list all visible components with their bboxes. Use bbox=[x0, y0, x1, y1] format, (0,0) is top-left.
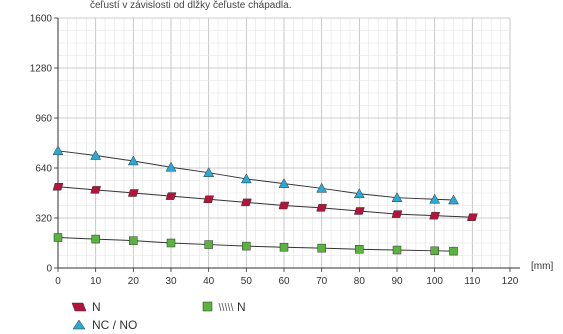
grid bbox=[57, 17, 511, 269]
legend-marker-square bbox=[202, 301, 213, 312]
data-point-square bbox=[449, 246, 458, 256]
data-point-square bbox=[392, 245, 402, 255]
legend-marker-parallelogram bbox=[71, 302, 87, 312]
legend-label-nc-no: NC / NO bbox=[92, 318, 137, 332]
legend-item-n-red: N bbox=[71, 300, 101, 314]
y-tick-label: 1280 bbox=[30, 64, 53, 75]
x-tick-label: 80 bbox=[354, 276, 366, 287]
x-tick-label: 90 bbox=[391, 276, 403, 287]
x-tick-label: 20 bbox=[128, 276, 140, 287]
x-tick-label: 70 bbox=[316, 276, 328, 287]
x-tick-label: 110 bbox=[464, 276, 480, 287]
series-line bbox=[57, 150, 454, 201]
x-tick-label: 10 bbox=[90, 276, 102, 287]
legend-label-n-green: N bbox=[237, 300, 246, 314]
series-0 bbox=[52, 145, 459, 205]
data-point-parallelogram bbox=[165, 192, 177, 200]
spring-icon bbox=[218, 302, 234, 312]
data-point-square bbox=[242, 241, 251, 251]
series-layer bbox=[52, 145, 478, 256]
series-line bbox=[57, 237, 454, 252]
x-tick-label: 60 bbox=[278, 276, 290, 287]
series-1 bbox=[52, 183, 478, 221]
y-tick-label: 1600 bbox=[30, 14, 53, 25]
series-line bbox=[57, 186, 473, 218]
y-tick-label: 960 bbox=[35, 114, 52, 125]
data-point-square bbox=[355, 245, 364, 254]
series-2 bbox=[53, 233, 458, 256]
axes: 0 10 20 30 40 50 60 70 80 90 100 110 120 0 320 640 960 12… bbox=[30, 14, 554, 288]
x-axis-unit-label: [mm] bbox=[531, 261, 553, 272]
legend: N N NC / NO bbox=[71, 300, 246, 332]
data-point-square bbox=[430, 246, 439, 256]
data-point-square bbox=[317, 243, 326, 253]
data-point-triangle bbox=[353, 188, 365, 199]
data-point-triangle bbox=[203, 167, 215, 177]
y-tick-label: 0 bbox=[46, 264, 52, 275]
chart-caption: čeľustí v závislosti od dĺžky čeľuste ch… bbox=[90, 0, 291, 11]
x-tick-label: 40 bbox=[203, 276, 215, 287]
data-point-parallelogram bbox=[203, 195, 214, 203]
data-point-triangle bbox=[240, 173, 252, 184]
legend-label-n-red: N bbox=[92, 300, 101, 314]
data-point-parallelogram bbox=[391, 210, 403, 218]
data-point-square bbox=[204, 240, 213, 249]
x-tick-label: 120 bbox=[502, 276, 519, 287]
data-point-triangle bbox=[90, 149, 102, 160]
legend-marker-triangle bbox=[72, 319, 86, 330]
data-point-square bbox=[53, 233, 63, 242]
data-point-parallelogram bbox=[316, 204, 327, 212]
data-point-triangle bbox=[127, 155, 139, 166]
data-point-square bbox=[279, 242, 289, 252]
x-tick-label: 50 bbox=[241, 276, 253, 287]
data-point-parallelogram bbox=[354, 207, 365, 215]
data-point-triangle bbox=[391, 192, 403, 202]
x-tick-label: 30 bbox=[165, 276, 177, 287]
data-point-triangle bbox=[448, 194, 459, 205]
data-point-parallelogram bbox=[90, 186, 101, 194]
data-point-square bbox=[129, 236, 138, 245]
data-point-parallelogram bbox=[467, 213, 478, 221]
y-tick-label: 640 bbox=[35, 164, 52, 175]
data-point-triangle bbox=[316, 182, 328, 193]
data-point-parallelogram bbox=[278, 201, 290, 210]
data-point-triangle bbox=[429, 193, 441, 204]
data-point-parallelogram bbox=[52, 183, 64, 191]
data-point-parallelogram bbox=[429, 211, 440, 220]
legend-item-n-green: N bbox=[202, 300, 246, 314]
data-point-triangle bbox=[278, 178, 290, 188]
data-point-parallelogram bbox=[241, 198, 252, 207]
x-tick-label: 100 bbox=[426, 276, 443, 287]
legend-item-nc-no: NC / NO bbox=[72, 318, 137, 332]
data-point-parallelogram bbox=[128, 189, 139, 197]
data-point-square bbox=[91, 234, 100, 244]
data-point-square bbox=[166, 238, 176, 248]
data-point-triangle bbox=[165, 161, 177, 172]
data-point-triangle bbox=[52, 145, 64, 156]
x-tick-label: 0 bbox=[55, 276, 61, 287]
y-tick-label: 320 bbox=[35, 214, 52, 225]
